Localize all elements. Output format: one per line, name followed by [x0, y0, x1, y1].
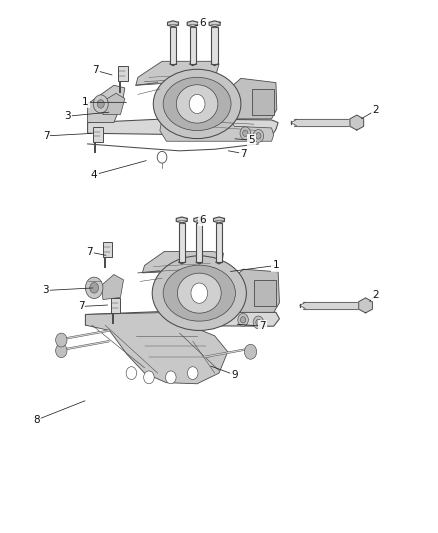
Circle shape: [85, 277, 103, 298]
Polygon shape: [88, 85, 125, 123]
Polygon shape: [212, 27, 218, 64]
Text: 2: 2: [372, 106, 379, 115]
Polygon shape: [179, 223, 185, 262]
Text: 4: 4: [91, 170, 98, 180]
Text: 7: 7: [42, 131, 49, 141]
Circle shape: [157, 151, 167, 163]
Polygon shape: [350, 115, 364, 130]
Polygon shape: [103, 93, 125, 115]
Circle shape: [56, 344, 67, 358]
Polygon shape: [102, 274, 124, 300]
Circle shape: [189, 94, 205, 114]
FancyBboxPatch shape: [118, 66, 127, 80]
Polygon shape: [170, 27, 176, 64]
Text: 7: 7: [78, 302, 85, 311]
Polygon shape: [177, 217, 187, 223]
Text: 1: 1: [272, 261, 279, 270]
Circle shape: [240, 317, 246, 323]
Text: 9: 9: [231, 370, 238, 379]
Text: 3: 3: [64, 111, 71, 121]
Ellipse shape: [152, 256, 246, 330]
Circle shape: [166, 371, 176, 384]
Circle shape: [253, 130, 264, 142]
Polygon shape: [136, 61, 219, 85]
Text: 6: 6: [199, 19, 206, 28]
Circle shape: [240, 127, 251, 140]
Circle shape: [93, 95, 108, 113]
Polygon shape: [216, 223, 222, 262]
Circle shape: [253, 316, 264, 329]
Polygon shape: [85, 311, 279, 326]
Text: 3: 3: [42, 286, 49, 295]
Circle shape: [191, 283, 208, 303]
Polygon shape: [142, 252, 223, 273]
Circle shape: [244, 344, 257, 359]
Circle shape: [90, 282, 99, 293]
Polygon shape: [196, 223, 202, 262]
Polygon shape: [194, 217, 205, 223]
Polygon shape: [214, 217, 224, 223]
Text: 7: 7: [92, 66, 99, 75]
Polygon shape: [209, 21, 220, 27]
FancyBboxPatch shape: [111, 298, 120, 312]
Ellipse shape: [176, 85, 218, 123]
Text: 8: 8: [33, 415, 40, 425]
Ellipse shape: [163, 265, 236, 321]
Polygon shape: [359, 298, 372, 313]
Circle shape: [238, 313, 248, 326]
Circle shape: [144, 371, 154, 384]
Circle shape: [256, 319, 261, 326]
Ellipse shape: [163, 77, 231, 131]
Polygon shape: [160, 119, 274, 141]
Circle shape: [187, 367, 198, 379]
Circle shape: [97, 100, 104, 108]
Polygon shape: [232, 269, 279, 312]
Text: 5: 5: [248, 135, 255, 145]
Polygon shape: [88, 119, 278, 136]
Polygon shape: [168, 21, 178, 27]
Polygon shape: [187, 21, 198, 27]
Text: 2: 2: [372, 290, 379, 300]
Text: 7: 7: [86, 247, 93, 257]
Polygon shape: [230, 78, 277, 119]
Ellipse shape: [153, 69, 241, 139]
Circle shape: [56, 333, 67, 347]
FancyBboxPatch shape: [254, 280, 276, 306]
FancyBboxPatch shape: [103, 242, 112, 256]
Polygon shape: [190, 27, 196, 64]
Text: 7: 7: [259, 321, 266, 331]
Circle shape: [126, 367, 137, 379]
FancyBboxPatch shape: [252, 89, 274, 115]
Polygon shape: [85, 312, 228, 384]
Text: 6: 6: [199, 215, 206, 224]
Ellipse shape: [177, 273, 221, 313]
FancyBboxPatch shape: [93, 127, 102, 141]
Text: 7: 7: [240, 149, 247, 158]
Text: 1: 1: [82, 98, 89, 107]
Circle shape: [256, 133, 261, 139]
Circle shape: [243, 130, 248, 136]
